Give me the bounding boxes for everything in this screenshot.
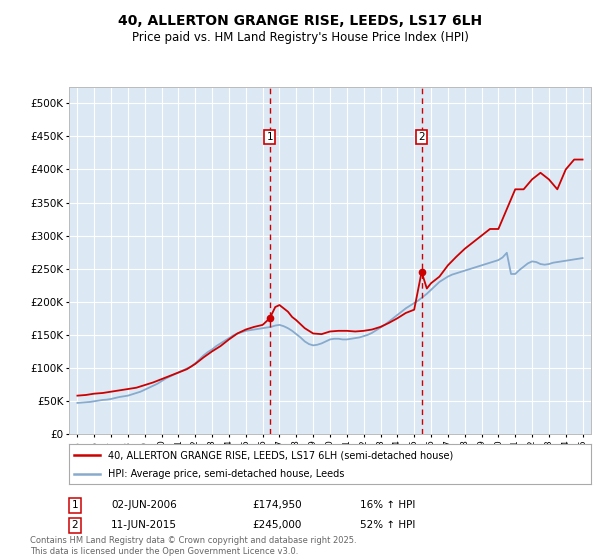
- Text: 16% ↑ HPI: 16% ↑ HPI: [360, 500, 415, 510]
- Text: 11-JUN-2015: 11-JUN-2015: [111, 520, 177, 530]
- Text: 40, ALLERTON GRANGE RISE, LEEDS, LS17 6LH (semi-detached house): 40, ALLERTON GRANGE RISE, LEEDS, LS17 6L…: [108, 450, 454, 460]
- Text: 02-JUN-2006: 02-JUN-2006: [111, 500, 177, 510]
- Text: 52% ↑ HPI: 52% ↑ HPI: [360, 520, 415, 530]
- Text: £245,000: £245,000: [252, 520, 301, 530]
- Text: HPI: Average price, semi-detached house, Leeds: HPI: Average price, semi-detached house,…: [108, 469, 344, 479]
- Text: 2: 2: [418, 132, 425, 142]
- Text: 1: 1: [266, 132, 273, 142]
- Text: 2: 2: [71, 520, 79, 530]
- Text: 1: 1: [71, 500, 79, 510]
- Text: 40, ALLERTON GRANGE RISE, LEEDS, LS17 6LH: 40, ALLERTON GRANGE RISE, LEEDS, LS17 6L…: [118, 14, 482, 28]
- Text: Price paid vs. HM Land Registry's House Price Index (HPI): Price paid vs. HM Land Registry's House …: [131, 31, 469, 44]
- Text: £174,950: £174,950: [252, 500, 302, 510]
- Text: Contains HM Land Registry data © Crown copyright and database right 2025.
This d: Contains HM Land Registry data © Crown c…: [30, 536, 356, 556]
